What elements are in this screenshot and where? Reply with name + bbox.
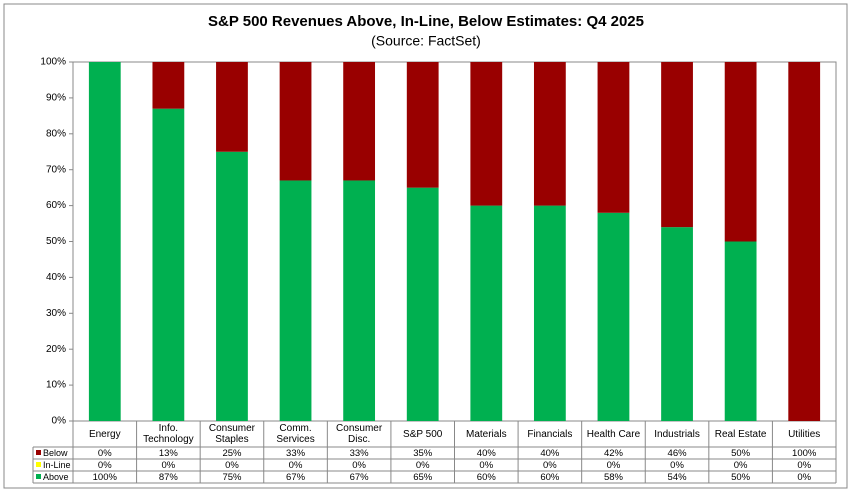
- data-label: 35%: [413, 448, 433, 459]
- y-tick-label: 0%: [52, 416, 67, 427]
- data-label: 58%: [604, 472, 624, 483]
- bar-segment: [152, 108, 185, 422]
- data-label: 0%: [289, 460, 303, 471]
- legend-label: In-Line: [43, 460, 71, 470]
- data-label: 13%: [159, 448, 179, 459]
- bar-segment: [724, 241, 757, 421]
- bar-segment: [343, 180, 376, 421]
- y-tick-label: 100%: [40, 57, 66, 68]
- data-label: 0%: [98, 460, 112, 471]
- data-label: 0%: [416, 460, 430, 471]
- data-label: 0%: [225, 460, 239, 471]
- data-label: 0%: [479, 460, 493, 471]
- legend-swatch: [36, 474, 41, 479]
- x-tick-label: Health Care: [586, 428, 641, 440]
- y-tick-label: 60%: [46, 200, 66, 211]
- data-label: 42%: [604, 448, 624, 459]
- data-label: 0%: [162, 460, 176, 471]
- x-tick-label: Materials: [466, 428, 507, 440]
- y-tick-label: 40%: [46, 272, 66, 283]
- bar-segment: [661, 227, 693, 421]
- data-label: 0%: [797, 460, 811, 471]
- x-tick-label: Comm. Services: [276, 423, 315, 445]
- data-label: 0%: [734, 460, 748, 471]
- bar-segment: [533, 205, 566, 421]
- y-tick-label: 80%: [46, 128, 66, 139]
- data-label: 0%: [670, 460, 684, 471]
- data-label: 100%: [93, 472, 118, 483]
- bar-segment: [152, 62, 185, 109]
- data-label: 65%: [413, 472, 433, 483]
- data-label: 50%: [731, 472, 751, 483]
- x-tick-label: Financials: [527, 428, 573, 440]
- bar-segment: [279, 180, 312, 421]
- bar-segment: [788, 62, 821, 421]
- legend-swatch: [36, 450, 41, 455]
- bar-segment: [216, 62, 248, 152]
- data-label: 0%: [352, 460, 366, 471]
- y-tick-label: 10%: [46, 380, 66, 391]
- bar-segment: [470, 205, 503, 421]
- data-label: 0%: [543, 460, 557, 471]
- bar-segment: [597, 212, 630, 421]
- data-label: 67%: [350, 472, 370, 483]
- bar-segment: [88, 62, 121, 421]
- y-tick-label: 50%: [46, 236, 66, 247]
- data-label: 54%: [668, 472, 688, 483]
- data-label: 0%: [797, 472, 811, 483]
- chart-title: S&P 500 Revenues Above, In-Line, Below E…: [208, 13, 644, 30]
- data-label: 25%: [222, 448, 242, 459]
- data-label: 40%: [540, 448, 560, 459]
- x-tick-label: Industrials: [654, 428, 700, 440]
- x-tick-label: S&P 500: [403, 428, 443, 440]
- bar-segment: [724, 62, 757, 242]
- data-label: 75%: [222, 472, 242, 483]
- y-tick-label: 20%: [46, 344, 66, 355]
- x-tick-label: Info. Technology: [143, 423, 194, 445]
- bar-segment: [343, 62, 376, 181]
- legend-swatch: [36, 462, 41, 467]
- bar-segment: [470, 62, 503, 206]
- data-label: 33%: [286, 448, 306, 459]
- bar-segment: [533, 62, 566, 206]
- bar-segment: [661, 62, 693, 228]
- x-tick-label: Real Estate: [714, 428, 767, 440]
- bar-segment: [597, 62, 630, 213]
- bar-segment: [406, 62, 439, 188]
- data-label: 33%: [350, 448, 370, 459]
- data-label: 50%: [731, 448, 751, 459]
- x-tick-label: Energy: [88, 428, 121, 440]
- y-tick-label: 70%: [46, 164, 66, 175]
- bar-segment: [406, 187, 439, 421]
- data-label: 40%: [477, 448, 497, 459]
- legend-label: Above: [43, 472, 69, 482]
- data-label: 100%: [792, 448, 817, 459]
- x-tick-label: Utilities: [788, 428, 821, 440]
- data-label: 87%: [159, 472, 179, 483]
- data-label: 60%: [540, 472, 560, 483]
- bar-segment: [216, 151, 248, 421]
- x-tick-label: Consumer Disc.: [336, 423, 383, 445]
- data-label: 67%: [286, 472, 306, 483]
- chart-subtitle: (Source: FactSet): [371, 33, 481, 49]
- y-tick-label: 30%: [46, 308, 66, 319]
- data-label: 60%: [477, 472, 497, 483]
- legend-label: Below: [43, 448, 68, 458]
- x-tick-label: Consumer Staples: [208, 423, 256, 445]
- y-tick-label: 90%: [46, 93, 66, 104]
- data-label: 46%: [668, 448, 688, 459]
- data-label: 0%: [607, 460, 621, 471]
- data-label: 0%: [98, 448, 112, 459]
- bar-segment: [279, 62, 312, 181]
